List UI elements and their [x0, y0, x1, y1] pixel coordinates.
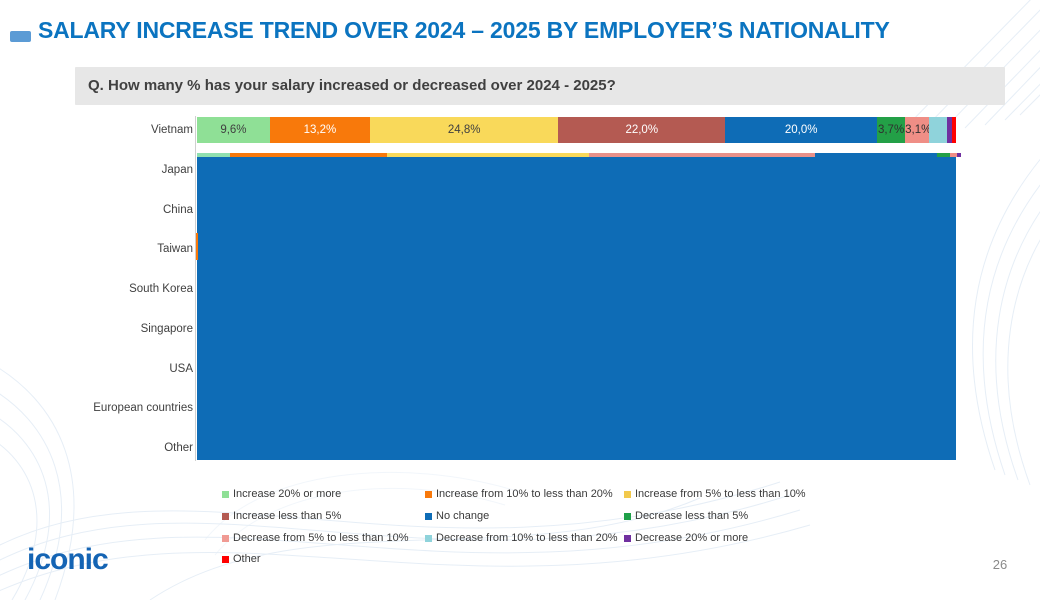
legend-swatch-icon: [624, 512, 631, 520]
taiwan-edge-sliver-artifact: [196, 233, 198, 260]
legend-label: No change: [436, 510, 490, 522]
chart-axis-line: [195, 116, 196, 461]
japan-sliver-segment-6: [949, 153, 957, 157]
category-label-european-countries: European countries: [93, 402, 193, 415]
category-label-vietnam: Vietnam: [151, 124, 193, 136]
japan-sliver-segment-3: [588, 153, 815, 157]
legend-item-increase-from-10-to-less-than-20-: Increase from 10% to less than 20%: [425, 488, 613, 500]
legend-item-increase-20-or-more: Increase 20% or more: [222, 488, 341, 500]
iconic-logo: iconic: [27, 543, 109, 576]
vietnam-bar-segment-3: 22,0%: [558, 117, 726, 143]
category-label-singapore: Singapore: [140, 322, 193, 335]
category-label-other: Other: [164, 442, 193, 454]
legend-swatch-icon: [425, 490, 432, 498]
legend-item-other: Other: [222, 553, 261, 565]
legend-swatch-icon: [624, 534, 631, 542]
legend-item-decrease-20-or-more: Decrease 20% or more: [624, 532, 748, 544]
legend-swatch-icon: [425, 534, 432, 542]
vietnam-bar-segment-1: 13,2%: [269, 117, 371, 143]
vietnam-bar-segment-8: [946, 117, 953, 143]
legend-label: Increase from 10% to less than 20%: [436, 488, 613, 500]
page-title: SALARY INCREASE TREND OVER 2024 – 2025 B…: [38, 17, 890, 43]
category-label-usa: USA: [169, 362, 193, 375]
vietnam-bar-segment-2: 24,8%: [370, 117, 559, 143]
title-bullet-icon: [10, 31, 31, 42]
legend-item-increase-from-5-to-less-than-10-: Increase from 5% to less than 10%: [624, 488, 806, 500]
legend-label: Increase less than 5%: [233, 510, 342, 522]
legend-label: Other: [233, 553, 261, 565]
legend-swatch-icon: [222, 490, 229, 498]
page-number: 26: [992, 557, 1008, 572]
japan-sliver-segment-5: [936, 153, 950, 157]
legend-label: Decrease 20% or more: [635, 532, 749, 544]
vietnam-bar: 9,6% 13,2% 24,8% 22,0% 20,0% 3,7% 3,1%: [197, 117, 956, 143]
legend-label: Decrease less than 5%: [635, 510, 749, 522]
legend-item-increase-less-than-5-: Increase less than 5%: [222, 510, 341, 522]
japan-sliver-segment-4: [814, 153, 937, 157]
vietnam-bar-segment-0: 9,6%: [197, 117, 270, 143]
question-text: Q. How many % has your salary increased …: [88, 77, 616, 94]
legend-swatch-icon: [222, 512, 229, 520]
japan-sliver-segment-1: [229, 153, 387, 157]
legend-label: Decrease from 10% to less than 20%: [436, 532, 618, 544]
category-label-japan: Japan: [161, 163, 193, 176]
category-label-china: China: [162, 203, 193, 216]
legend-swatch-icon: [624, 490, 631, 498]
legend-swatch-icon: [222, 534, 229, 542]
japan-sliver-segment-2: [386, 153, 589, 157]
legend-item-decrease-from-10-to-less-than-20-: Decrease from 10% to less than 20%: [425, 532, 618, 544]
legend-item-decrease-from-5-to-less-than-10-: Decrease from 5% to less than 10%: [222, 532, 408, 544]
legend-item-decrease-less-than-5-: Decrease less than 5%: [624, 510, 748, 522]
oversized-no-change-block-artifact: [197, 157, 956, 460]
legend-label: Increase 20% or more: [233, 488, 342, 500]
vietnam-bar-segment-7: [928, 117, 947, 143]
category-label-south-korea: South Korea: [129, 283, 193, 295]
legend-label: Decrease from 5% to less than 10%: [233, 532, 409, 544]
vietnam-bar-segment-4: 20,0%: [725, 117, 878, 143]
legend-swatch-icon: [425, 512, 432, 520]
legend-label: Increase from 5% to less than 10%: [635, 488, 806, 500]
category-label-taiwan: Taiwan: [157, 243, 193, 256]
japan-sliver-segment-0: [197, 153, 230, 157]
vietnam-bar-segment-9: [952, 117, 956, 143]
japan-bar-sliver-artifact: [197, 153, 962, 157]
vietnam-bar-segment-6: 3,1%: [905, 117, 931, 143]
legend-swatch-icon: [222, 555, 229, 563]
japan-sliver-segment-7: [956, 153, 962, 157]
question-banner: Q. How many % has your salary increased …: [75, 67, 1005, 105]
legend-item-no-change: No change: [425, 510, 489, 522]
vietnam-bar-segment-5: 3,7%: [877, 117, 906, 143]
